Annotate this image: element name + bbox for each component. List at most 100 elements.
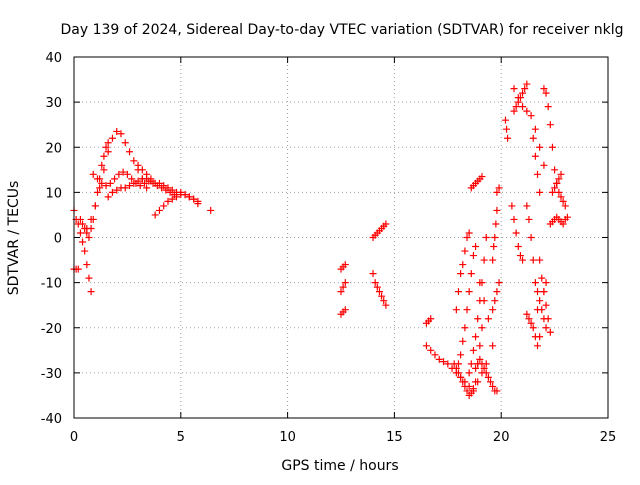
x-tick-labels: 0 5 10 15 20 25 (70, 430, 616, 445)
data-point (151, 211, 159, 219)
data-point (510, 85, 518, 93)
y-axis-label: SDTVAR / TECUs (6, 181, 22, 296)
data-point (76, 229, 84, 237)
data-point (529, 256, 537, 264)
data-point (551, 166, 559, 174)
data-point (143, 184, 151, 192)
series-sat-s (454, 243, 480, 368)
data-point (168, 195, 176, 203)
data-point (534, 170, 542, 178)
data-point (540, 288, 548, 296)
data-point (544, 103, 552, 111)
series-sat-ae (523, 202, 544, 341)
data-point (548, 143, 556, 151)
data-point (465, 229, 473, 237)
data-point (104, 148, 112, 156)
data-point (504, 134, 512, 142)
data-point (102, 143, 110, 151)
data-point (461, 324, 469, 332)
series-sat-ab (510, 85, 548, 169)
data-point (503, 125, 511, 133)
data-point (164, 184, 172, 192)
data-point (508, 202, 516, 210)
data-point (480, 297, 488, 305)
series-sat-y (467, 173, 486, 192)
data-point (422, 342, 430, 350)
data-point (521, 85, 529, 93)
data-point (427, 315, 435, 323)
data-point (553, 179, 561, 187)
data-point (557, 170, 565, 178)
data-point (493, 387, 501, 395)
data-point (457, 270, 465, 278)
y-tick-label: -20 (41, 322, 62, 337)
series-sat-z (493, 184, 503, 196)
series-sat-ag (536, 256, 554, 336)
data-point (514, 98, 522, 106)
data-point (96, 184, 104, 192)
data-point (536, 256, 544, 264)
data-point (538, 306, 546, 314)
data-point (476, 279, 484, 287)
series-sat-af (529, 134, 544, 196)
data-point (542, 324, 550, 332)
data-point (478, 360, 486, 368)
data-point (536, 297, 544, 305)
data-point (427, 346, 435, 354)
data-point (140, 179, 148, 187)
data-point (115, 170, 123, 178)
data-point (87, 288, 95, 296)
data-point (371, 279, 379, 287)
series-sat-w (489, 206, 501, 264)
data-point (523, 202, 531, 210)
data-point (454, 288, 462, 296)
data-point (482, 234, 490, 241)
data-point (555, 188, 563, 196)
data-point (341, 261, 349, 269)
data-point (531, 152, 539, 160)
data-point (81, 247, 89, 255)
y-tick-label: 40 (45, 51, 62, 66)
series-sat-ah (523, 310, 542, 350)
data-points (70, 80, 571, 399)
series-sat-b (70, 265, 82, 273)
data-point (121, 139, 129, 147)
data-point (136, 182, 144, 190)
data-point (480, 256, 488, 264)
series-sat-i (207, 206, 215, 214)
data-point (134, 177, 142, 185)
data-point (523, 310, 531, 318)
data-point (478, 173, 486, 181)
series-sat-ak (548, 170, 565, 196)
data-point (337, 288, 345, 296)
data-point (190, 195, 198, 203)
data-point (478, 324, 486, 332)
data-point (559, 220, 567, 228)
series-sat-aa (501, 116, 512, 142)
x-tick-label: 10 (279, 430, 296, 445)
data-point (489, 342, 497, 350)
data-point (474, 315, 482, 323)
data-point (531, 333, 539, 341)
data-point (457, 373, 465, 381)
data-point (472, 364, 480, 372)
series-sat-o (422, 342, 490, 393)
data-point (563, 213, 571, 221)
data-point (491, 234, 499, 241)
data-point (527, 112, 535, 120)
chart-title: Day 139 of 2024, Sidereal Day-to-day VTE… (61, 22, 624, 38)
x-tick-label: 15 (386, 430, 403, 445)
data-point (487, 378, 495, 386)
x-axis-label: GPS time / hours (281, 458, 398, 474)
data-point (369, 270, 377, 278)
data-point (380, 297, 388, 305)
series-sat-f (104, 175, 202, 208)
data-point (85, 234, 93, 241)
data-point (79, 238, 87, 246)
data-point (480, 364, 488, 372)
data-point (463, 387, 471, 395)
data-point (472, 243, 480, 251)
y-tick-label: 30 (45, 96, 62, 111)
data-point (128, 175, 136, 183)
